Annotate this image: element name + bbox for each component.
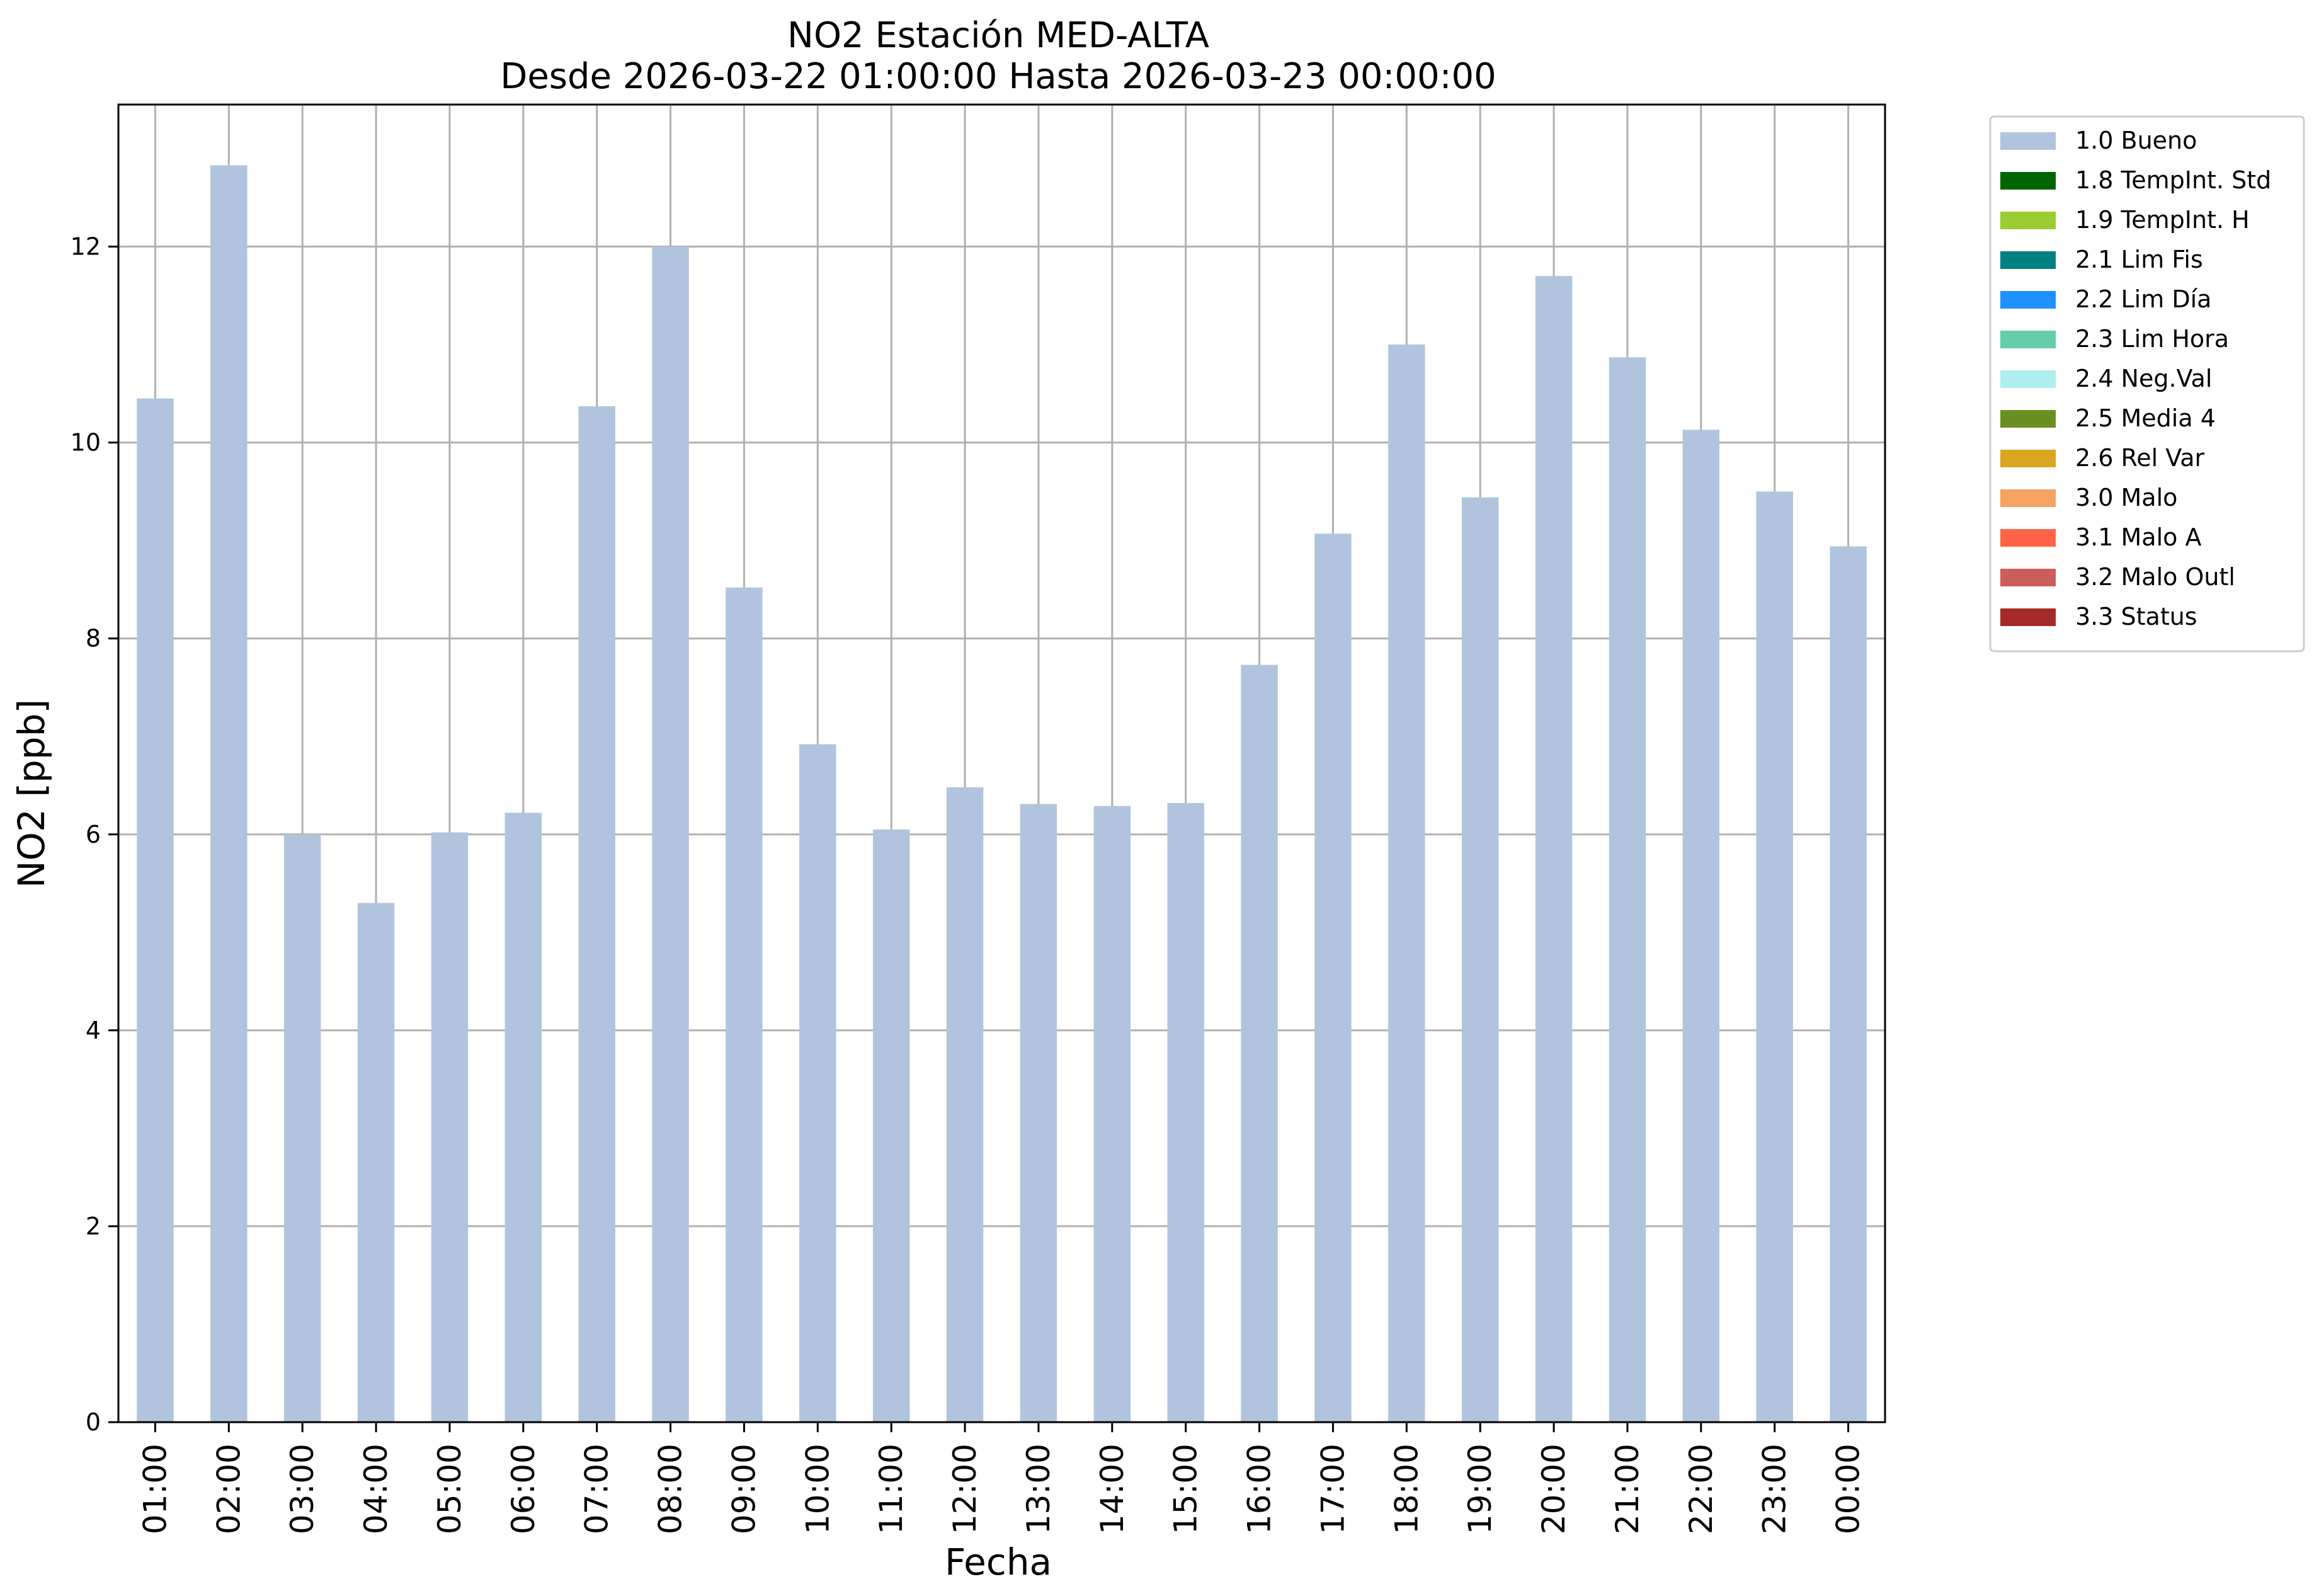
- legend-label: 3.3 Status: [2075, 603, 2197, 630]
- legend-label: 3.0 Malo: [2075, 484, 2177, 511]
- bar-10:00: [799, 744, 836, 1422]
- legend-swatch: [2000, 132, 2056, 150]
- bar-05:00: [431, 832, 469, 1422]
- x-tick-label: 05:00: [431, 1444, 468, 1534]
- bars: [137, 165, 1867, 1423]
- bar-22:00: [1682, 430, 1720, 1422]
- y-tick-label: 0: [86, 1408, 101, 1436]
- bar-03:00: [283, 834, 321, 1422]
- bar-02:00: [210, 165, 248, 1422]
- bar-01:00: [137, 398, 174, 1422]
- legend-swatch: [2000, 410, 2056, 428]
- bar-21:00: [1609, 357, 1646, 1422]
- legend-label: 2.2 Lim Día: [2075, 285, 2211, 313]
- y-axis-label: NO2 [ppb]: [10, 699, 53, 888]
- bar-19:00: [1461, 497, 1499, 1422]
- legend-swatch: [2000, 450, 2056, 467]
- legend-label: 1.0 Bueno: [2075, 127, 2197, 154]
- chart-title: NO2 Estación MED-ALTA: [787, 15, 1209, 56]
- x-tick-label: 21:00: [1609, 1444, 1646, 1534]
- bar-09:00: [726, 587, 763, 1423]
- bar-17:00: [1314, 533, 1352, 1422]
- legend-swatch: [2000, 489, 2056, 507]
- x-tick-label: 04:00: [358, 1444, 394, 1534]
- chart-subtitle: Desde 2026-03-22 01:00:00 Hasta 2026-03-…: [500, 56, 1496, 97]
- legend-label: 2.1 Lim Fis: [2075, 246, 2203, 273]
- y-axis-ticks: 0 2 4 6 8 10 12: [71, 233, 118, 1436]
- x-tick-label: 11:00: [873, 1444, 909, 1534]
- bar-16:00: [1241, 664, 1278, 1422]
- y-tick-label: 10: [71, 429, 101, 457]
- bar-15:00: [1167, 802, 1204, 1422]
- y-tick-label: 8: [86, 625, 101, 653]
- legend-label: 2.4 Neg.Val: [2075, 365, 2212, 392]
- legend-label: 3.2 Malo Outl: [2075, 563, 2235, 591]
- x-tick-label: 23:00: [1757, 1444, 1793, 1534]
- x-tick-label: 14:00: [1094, 1444, 1131, 1534]
- bar-04:00: [357, 903, 395, 1422]
- bar-14:00: [1093, 806, 1131, 1422]
- legend-swatch: [2000, 608, 2056, 626]
- plot-frame: [117, 103, 1886, 1423]
- legend-swatch: [2000, 331, 2056, 348]
- bar-08:00: [652, 246, 689, 1422]
- legend-label: 1.9 TempInt. H: [2075, 206, 2250, 234]
- x-tick-label: 20:00: [1536, 1444, 1572, 1534]
- bar-23:00: [1756, 491, 1793, 1423]
- legend-label: 1.8 TempInt. Std: [2075, 166, 2271, 194]
- legend-swatch: [2000, 172, 2056, 190]
- bar-00:00: [1830, 546, 1867, 1423]
- legend: 1.0 Bueno 1.8 TempInt. Std 1.9 TempInt. H 2…: [1989, 115, 2305, 653]
- y-tick-label: 4: [86, 1017, 101, 1044]
- x-axis-ticks: 01:00 02:00 03:00 04:00 05:00 06:00 07:00 08:00…: [137, 1422, 1867, 1534]
- bar-06:00: [504, 812, 542, 1422]
- x-tick-label: 13:00: [1020, 1444, 1057, 1534]
- y-tick-label: 6: [86, 821, 101, 848]
- x-tick-label: 16:00: [1241, 1444, 1278, 1534]
- bar-18:00: [1388, 345, 1425, 1423]
- x-tick-label: 02:00: [210, 1444, 247, 1534]
- legend-swatch: [2000, 370, 2056, 388]
- legend-swatch: [2000, 212, 2056, 229]
- x-tick-label: 19:00: [1462, 1444, 1498, 1534]
- x-tick-label: 10:00: [799, 1444, 836, 1534]
- legend-swatch: [2000, 529, 2056, 547]
- x-tick-label: 15:00: [1168, 1444, 1204, 1534]
- x-axis-label: Fecha: [945, 1541, 1052, 1583]
- bar-13:00: [1020, 804, 1057, 1422]
- x-tick-label: 12:00: [947, 1444, 983, 1534]
- bar-20:00: [1535, 276, 1573, 1422]
- bar-11:00: [872, 829, 910, 1422]
- legend-label: 3.1 Malo A: [2075, 523, 2201, 551]
- bar-07:00: [578, 406, 615, 1422]
- x-tick-label: 03:00: [284, 1444, 321, 1534]
- legend-swatch: [2000, 291, 2056, 309]
- x-tick-label: 18:00: [1388, 1444, 1425, 1534]
- x-tick-label: 01:00: [137, 1444, 173, 1534]
- y-tick-label: 12: [71, 233, 101, 261]
- legend-label: 2.6 Rel Var: [2075, 444, 2205, 472]
- x-tick-label: 22:00: [1683, 1444, 1719, 1534]
- y-tick-label: 2: [86, 1212, 101, 1240]
- legend-swatch: [2000, 569, 2056, 586]
- x-tick-label: 00:00: [1830, 1444, 1867, 1534]
- x-tick-label: 07:00: [579, 1444, 615, 1534]
- x-tick-label: 09:00: [726, 1444, 762, 1534]
- legend-label: 2.3 Lim Hora: [2075, 325, 2229, 353]
- x-tick-label: 17:00: [1314, 1444, 1351, 1534]
- x-tick-label: 08:00: [652, 1444, 689, 1534]
- legend-label: 2.5 Media 4: [2075, 404, 2216, 432]
- bar-12:00: [946, 787, 984, 1422]
- legend-box: [1989, 115, 2305, 653]
- x-tick-label: 06:00: [505, 1444, 542, 1534]
- legend-swatch: [2000, 251, 2056, 269]
